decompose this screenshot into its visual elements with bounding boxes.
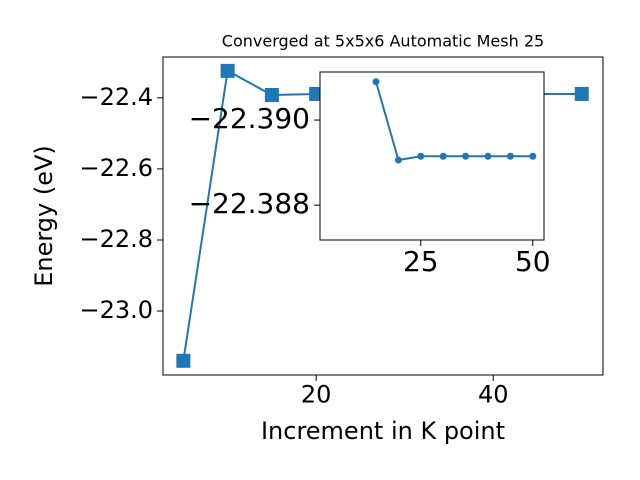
x-tick-label: 50 bbox=[515, 245, 551, 278]
marker bbox=[372, 78, 380, 86]
marker bbox=[394, 156, 402, 164]
x-tick-label: 40 bbox=[478, 380, 509, 408]
y-axis-label: Energy (eV) bbox=[30, 145, 58, 287]
x-tick-label: 25 bbox=[403, 245, 439, 278]
y-tick-label: −22.390 bbox=[189, 102, 310, 135]
marker bbox=[484, 152, 492, 160]
plot-area bbox=[372, 78, 537, 164]
marker bbox=[264, 88, 279, 103]
y-tick-label: −22.4 bbox=[79, 83, 153, 111]
x-axis-label: Increment in K point bbox=[261, 417, 505, 445]
marker bbox=[220, 63, 235, 78]
marker bbox=[417, 152, 425, 160]
y-tick-label: −22.8 bbox=[79, 225, 153, 253]
axes: 25 50 −22.390 −22.388 bbox=[189, 71, 551, 278]
x-tick-label: 20 bbox=[301, 380, 332, 408]
axes-frame bbox=[319, 71, 545, 241]
marker bbox=[529, 152, 537, 160]
marker bbox=[439, 152, 447, 160]
marker bbox=[462, 152, 470, 160]
marker bbox=[506, 152, 514, 160]
y-tick-label: −22.388 bbox=[189, 187, 310, 220]
line bbox=[375, 81, 533, 162]
chart-title: Converged at 5x5x6 Automatic Mesh 25 bbox=[222, 32, 544, 51]
y-tick-label: −23.0 bbox=[79, 296, 153, 324]
y-tick-label: −22.6 bbox=[79, 154, 153, 182]
marker bbox=[176, 353, 191, 368]
marker bbox=[574, 86, 589, 101]
axes-frame bbox=[162, 56, 604, 376]
